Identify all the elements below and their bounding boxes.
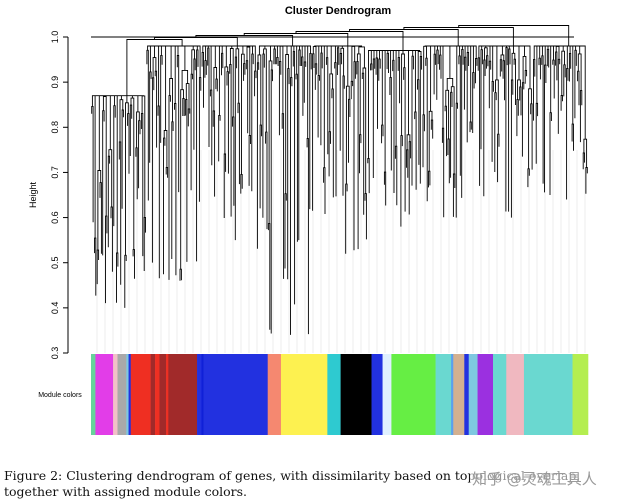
dendrogram-chart: Cluster Dendrogram Height 0.30.40.50.60.… [28,5,589,435]
module-color-segment [468,354,478,435]
module-color-segment [464,354,470,435]
module-colors-label: Module colors [38,392,82,399]
module-color-segment [382,354,392,435]
module-color-segment [159,354,167,435]
y-tick-label: 0.8 [50,121,60,134]
module-color-segment [130,354,151,435]
module-color-segment [126,354,129,435]
module-color-segment [91,354,96,435]
module-color-segment [506,354,525,435]
chart-title: Cluster Dendrogram [285,5,392,17]
module-color-segment [166,354,169,435]
y-tick-label: 1.0 [50,31,60,44]
module-color-segment [371,354,383,435]
y-axis: 0.3 0.4 0.5 0.6 0.7 0.8 0.9 1.0 [50,31,69,360]
module-color-segment [451,354,454,435]
module-color-segment [572,354,589,435]
module-color-segment [155,354,160,435]
module-color-segment [150,354,156,435]
y-tick-label: 0.4 [50,302,60,315]
dendrogram-tree [91,25,588,335]
module-color-segment [435,354,452,435]
module-color-segment [453,354,465,435]
module-color-segment [523,354,573,435]
y-tick-label: 0.6 [50,211,60,224]
module-color-segment [117,354,127,435]
module-color-segment [128,354,132,435]
module-color-segment [201,354,204,435]
module-color-segment [203,354,269,435]
module-color-segment [391,354,436,435]
module-color-segment [477,354,494,435]
watermark: 知乎 @灵魂工具人 [470,468,599,489]
module-color-segment [168,354,198,435]
module-color-bar [91,354,589,435]
y-axis-label: Height [28,181,38,208]
module-color-segment [493,354,507,435]
module-color-segment [267,354,282,435]
y-tick-label: 0.7 [50,166,60,179]
figure-caption: Figure 2: Clustering dendrogram of genes… [4,468,581,499]
module-color-segment [197,354,202,435]
y-tick-label: 0.9 [50,76,60,89]
y-tick-label: 0.3 [50,347,60,360]
module-color-segment [280,354,328,435]
module-color-segment [113,354,118,435]
dendrogram-branches [91,25,588,335]
module-color-segment [327,354,341,435]
module-color-segment [340,354,372,435]
module-color-segment [95,354,114,435]
y-tick-label: 0.5 [50,256,60,269]
